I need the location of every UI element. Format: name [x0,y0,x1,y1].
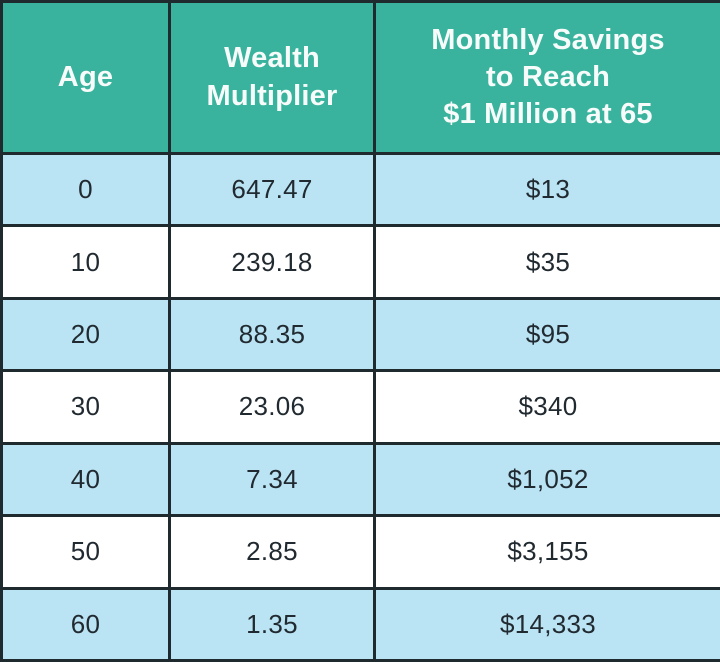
column-header-wealth-multiplier: Wealth Multiplier [168,0,376,155]
table-row: 10 239.18 $35 [0,224,720,300]
table-row: 60 1.35 $14,333 [0,586,720,662]
column-header-monthly-savings: Monthly Savings to Reach $1 Million at 6… [373,0,720,155]
age-cell: 30 [0,369,171,445]
table-row: 0 647.47 $13 [0,151,720,228]
savings-cell: $1,052 [373,441,720,518]
age-cell: 40 [0,441,171,518]
multiplier-cell: 2.85 [168,514,376,590]
age-cell: 50 [0,514,171,590]
multiplier-cell: 239.18 [168,224,376,300]
age-cell: 20 [0,296,171,373]
multiplier-cell: 23.06 [168,369,376,445]
age-cell: 0 [0,151,171,228]
age-cell: 10 [0,224,171,300]
multiplier-cell: 88.35 [168,296,376,373]
savings-cell: $3,155 [373,514,720,590]
table-row: 40 7.34 $1,052 [0,441,720,518]
table-row: 50 2.85 $3,155 [0,514,720,590]
savings-cell: $14,333 [373,586,720,662]
savings-cell: $95 [373,296,720,373]
multiplier-cell: 1.35 [168,586,376,662]
savings-cell: $340 [373,369,720,445]
savings-cell: $35 [373,224,720,300]
table-row: 20 88.35 $95 [0,296,720,373]
table-row: 30 23.06 $340 [0,369,720,445]
column-header-age: Age [0,0,171,155]
header-row: Age Wealth Multiplier Monthly Savings to… [0,0,720,155]
savings-cell: $13 [373,151,720,228]
age-cell: 60 [0,586,171,662]
multiplier-cell: 647.47 [168,151,376,228]
multiplier-cell: 7.34 [168,441,376,518]
